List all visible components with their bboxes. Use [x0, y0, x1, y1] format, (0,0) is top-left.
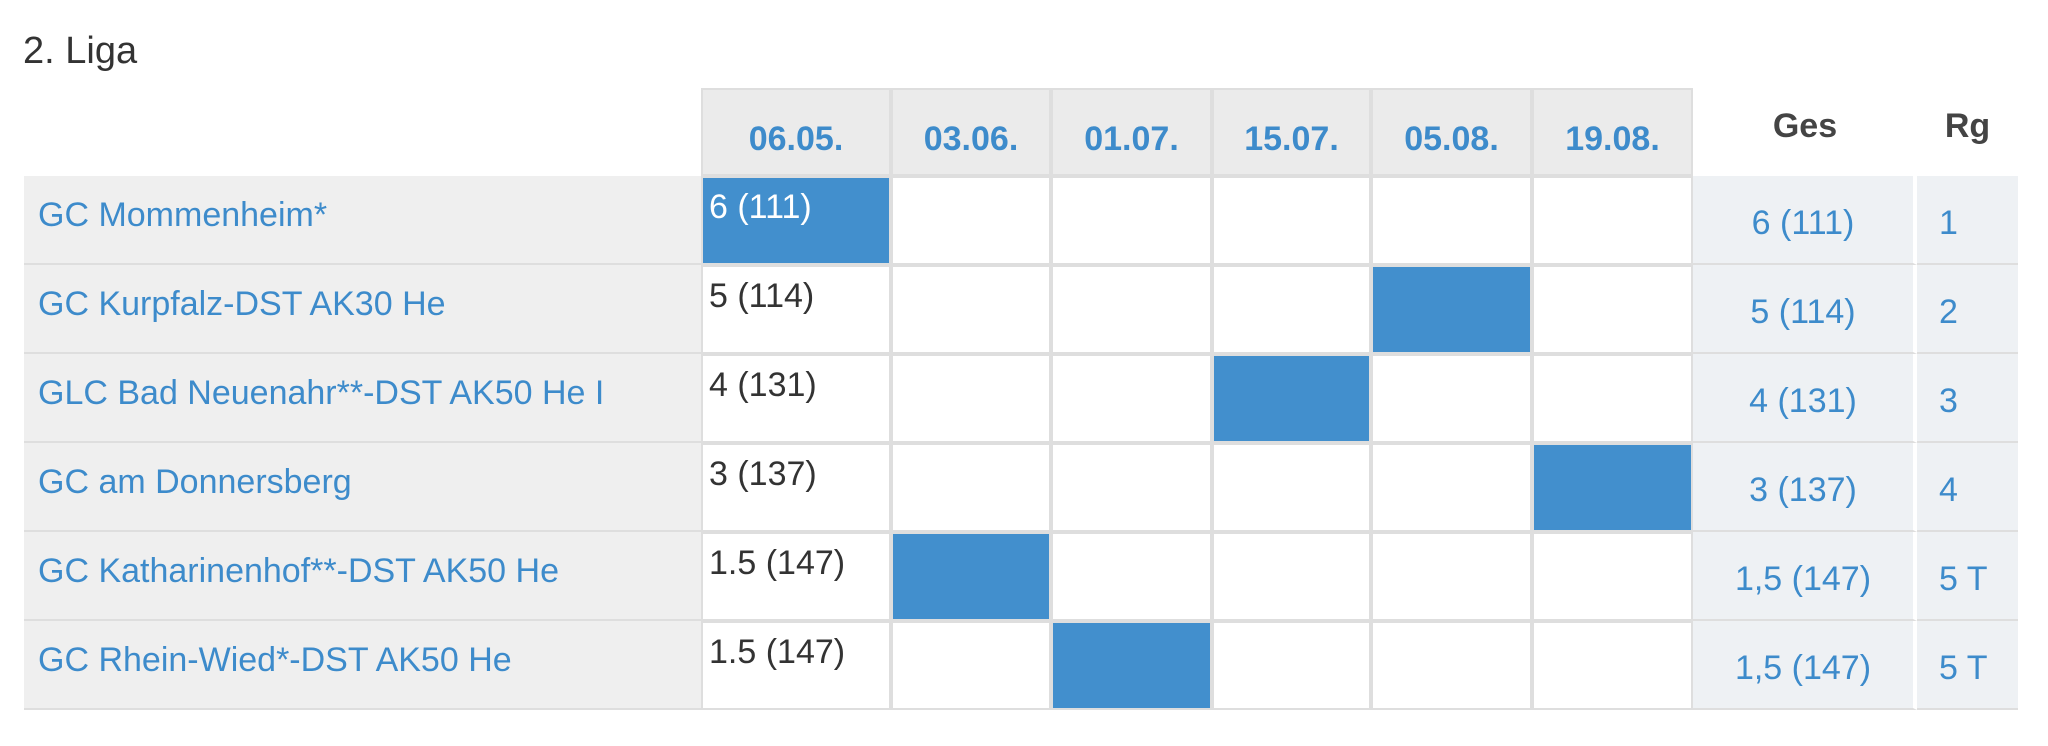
round-score: 6 (111) [709, 188, 812, 226]
played-cell [1371, 265, 1532, 354]
rank-header: Rg [1944, 106, 1991, 145]
team-name[interactable]: GC am Donnersberg [24, 443, 701, 532]
round-cell [1212, 265, 1371, 354]
round-cell [1051, 176, 1212, 265]
round-cell [1212, 176, 1371, 265]
round-score: 1.5 (147) [709, 544, 846, 582]
played-cell [891, 532, 1051, 621]
round-score: 1.5 (147) [709, 633, 846, 671]
section-title: 2. Liga [23, 30, 138, 72]
total-score: 6 (111) [1693, 176, 1917, 265]
round-cell [1371, 621, 1532, 710]
rank: 3 [1917, 354, 2018, 443]
round-cell [891, 621, 1051, 710]
played-cell [701, 176, 891, 265]
round-cell [1532, 265, 1693, 354]
round-cell [891, 354, 1051, 443]
round-cell [1212, 621, 1371, 710]
round-cell [1371, 532, 1532, 621]
round-cell [1212, 443, 1371, 532]
team-name[interactable]: GC Rhein-Wied*-DST AK50 He [24, 621, 701, 710]
round-score: 4 (131) [709, 366, 817, 404]
round-cell [1212, 532, 1371, 621]
round-cell [1051, 265, 1212, 354]
round-cell [1371, 443, 1532, 532]
rank: 5 T [1917, 621, 2018, 710]
total-score: 4 (131) [1693, 354, 1917, 443]
round-cell [701, 265, 891, 354]
total-score: 3 (137) [1693, 443, 1917, 532]
date-header[interactable]: 05.08. [1371, 88, 1532, 176]
team-name[interactable]: GC Kurpfalz-DST AK30 He [24, 265, 701, 354]
rank: 4 [1917, 443, 2018, 532]
round-cell [1051, 354, 1212, 443]
team-name[interactable]: GC Katharinenhof**-DST AK50 He [24, 532, 701, 621]
played-cell [1051, 621, 1212, 710]
total-header: Ges [1772, 106, 1838, 145]
date-header[interactable]: 06.05. [701, 88, 891, 176]
total-score: 5 (114) [1693, 265, 1917, 354]
total-score: 1,5 (147) [1693, 532, 1917, 621]
round-cell [1532, 532, 1693, 621]
round-cell [891, 176, 1051, 265]
round-cell [701, 443, 891, 532]
rank: 2 [1917, 265, 2018, 354]
round-cell [1051, 443, 1212, 532]
played-cell [1532, 443, 1693, 532]
team-name[interactable]: GC Mommenheim* [24, 176, 701, 265]
round-cell [1532, 176, 1693, 265]
total-score: 1,5 (147) [1693, 621, 1917, 710]
round-cell [1532, 354, 1693, 443]
team-name[interactable]: GLC Bad Neuenahr**-DST AK50 He I [24, 354, 701, 443]
round-cell [1051, 532, 1212, 621]
round-score: 3 (137) [709, 455, 817, 493]
rank: 1 [1917, 176, 2018, 265]
date-header[interactable]: 19.08. [1532, 88, 1693, 176]
date-header[interactable]: 15.07. [1212, 88, 1371, 176]
round-cell [1371, 354, 1532, 443]
round-cell [891, 265, 1051, 354]
date-header[interactable]: 01.07. [1051, 88, 1212, 176]
date-header[interactable]: 03.06. [891, 88, 1051, 176]
round-cell [1532, 621, 1693, 710]
played-cell [1212, 354, 1371, 443]
round-cell [701, 532, 891, 621]
round-cell [891, 443, 1051, 532]
round-cell [701, 354, 891, 443]
round-score: 5 (114) [709, 277, 815, 315]
round-cell [701, 621, 891, 710]
round-cell [1371, 176, 1532, 265]
rank: 5 T [1917, 532, 2018, 621]
